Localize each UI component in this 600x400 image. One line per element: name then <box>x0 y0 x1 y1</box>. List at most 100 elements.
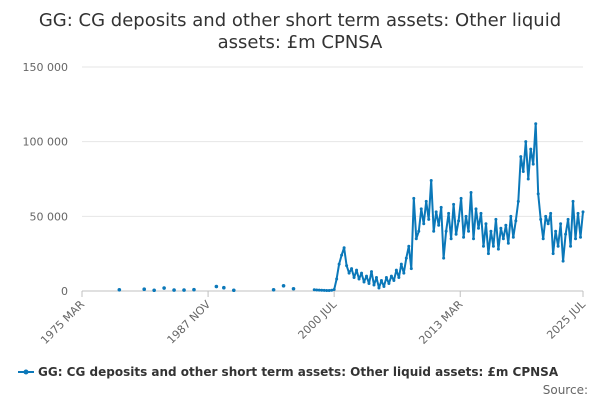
legend-marker-swatch <box>23 369 29 375</box>
x-tick-label: 2000 JUL <box>295 297 339 341</box>
data-point <box>365 274 369 278</box>
data-point <box>529 147 533 151</box>
data-point <box>442 256 446 260</box>
data-point <box>355 268 359 272</box>
data-point <box>576 211 580 215</box>
data-point <box>362 280 366 284</box>
x-tick-label: 1975 MAR <box>38 298 87 347</box>
data-point <box>347 271 351 275</box>
data-point <box>489 229 493 233</box>
data-point <box>192 287 196 292</box>
data-point <box>222 285 226 290</box>
data-point <box>417 229 421 233</box>
data-point <box>330 288 334 292</box>
data-point <box>374 276 378 280</box>
data-point <box>384 276 388 280</box>
data-point <box>182 288 186 292</box>
data-point <box>404 256 408 260</box>
y-axis: 0 50 000 100 000 150 000 <box>23 61 69 298</box>
data-point <box>554 229 558 233</box>
data-point <box>377 286 381 290</box>
data-point <box>320 288 324 292</box>
data-point <box>439 205 443 209</box>
chart-title-line-1: GG: CG deposits and other short term ass… <box>39 10 561 31</box>
data-point <box>335 277 339 281</box>
data-point <box>519 155 523 159</box>
x-tick-label: 2013 MAR <box>416 298 465 347</box>
data-point <box>327 289 331 293</box>
data-point <box>551 252 555 256</box>
legend-label: GG: CG deposits and other short term ass… <box>38 365 559 379</box>
data-point <box>360 271 364 275</box>
data-point <box>372 283 376 287</box>
grid <box>82 66 583 292</box>
data-point <box>412 196 416 200</box>
data-point <box>399 262 403 266</box>
data-point <box>561 259 565 263</box>
data-point <box>352 276 356 280</box>
data-point <box>499 226 503 230</box>
data-point <box>541 237 545 241</box>
data-point <box>429 178 433 182</box>
legend[interactable]: GG: CG deposits and other short term ass… <box>18 365 559 379</box>
data-point <box>484 222 488 226</box>
data-point <box>394 268 398 272</box>
data-point <box>414 237 418 241</box>
data-point <box>402 271 406 275</box>
data-point <box>271 288 276 292</box>
y-tick-label: 0 <box>61 285 68 298</box>
y-tick-label: 50 000 <box>30 210 69 223</box>
data-point <box>317 288 321 292</box>
data-point <box>231 288 236 293</box>
data-point <box>481 244 485 248</box>
x-axis: 1975 MAR 1987 NOV 2000 JUL 2013 MAR 2025 JUL <box>38 291 589 347</box>
data-point <box>454 232 458 236</box>
data-point <box>162 286 166 290</box>
data-point <box>544 214 548 218</box>
data-point <box>322 288 326 292</box>
data-point <box>559 222 563 226</box>
data-point <box>462 235 466 239</box>
data-point <box>534 122 538 126</box>
data-point <box>524 140 528 144</box>
y-tick-label: 150 000 <box>23 61 69 74</box>
data-point <box>549 211 553 215</box>
data-point <box>387 282 391 286</box>
data-point <box>315 288 319 292</box>
data-point <box>581 210 585 214</box>
data-point <box>291 286 296 291</box>
data-point <box>467 229 471 233</box>
data-point <box>397 276 401 280</box>
data-point <box>486 252 490 256</box>
chart-title-line-2: assets: £m CPNSA <box>218 32 383 53</box>
data-point <box>447 211 451 215</box>
data-point <box>504 223 508 227</box>
data-point <box>350 267 354 271</box>
data-point <box>464 214 468 218</box>
data-point <box>142 287 147 292</box>
data-point <box>546 222 550 226</box>
data-point <box>509 214 513 218</box>
data-point <box>496 247 500 251</box>
data-point <box>357 277 361 281</box>
data-point <box>214 284 219 289</box>
data-point <box>536 192 540 196</box>
data-point <box>452 202 456 206</box>
data-point <box>325 289 329 293</box>
data-point <box>566 217 570 221</box>
data-point <box>571 199 575 203</box>
series-line <box>314 122 584 292</box>
data-point <box>437 223 441 227</box>
data-point <box>521 170 525 174</box>
data-point <box>337 262 341 266</box>
data-point <box>345 264 349 268</box>
y-tick-label: 100 000 <box>23 136 69 149</box>
data-point <box>449 237 453 241</box>
data-point <box>469 190 473 194</box>
data-point <box>340 253 344 257</box>
data-point <box>539 217 543 221</box>
data-point <box>419 207 423 211</box>
data-point <box>281 283 286 288</box>
data-point <box>152 288 156 293</box>
